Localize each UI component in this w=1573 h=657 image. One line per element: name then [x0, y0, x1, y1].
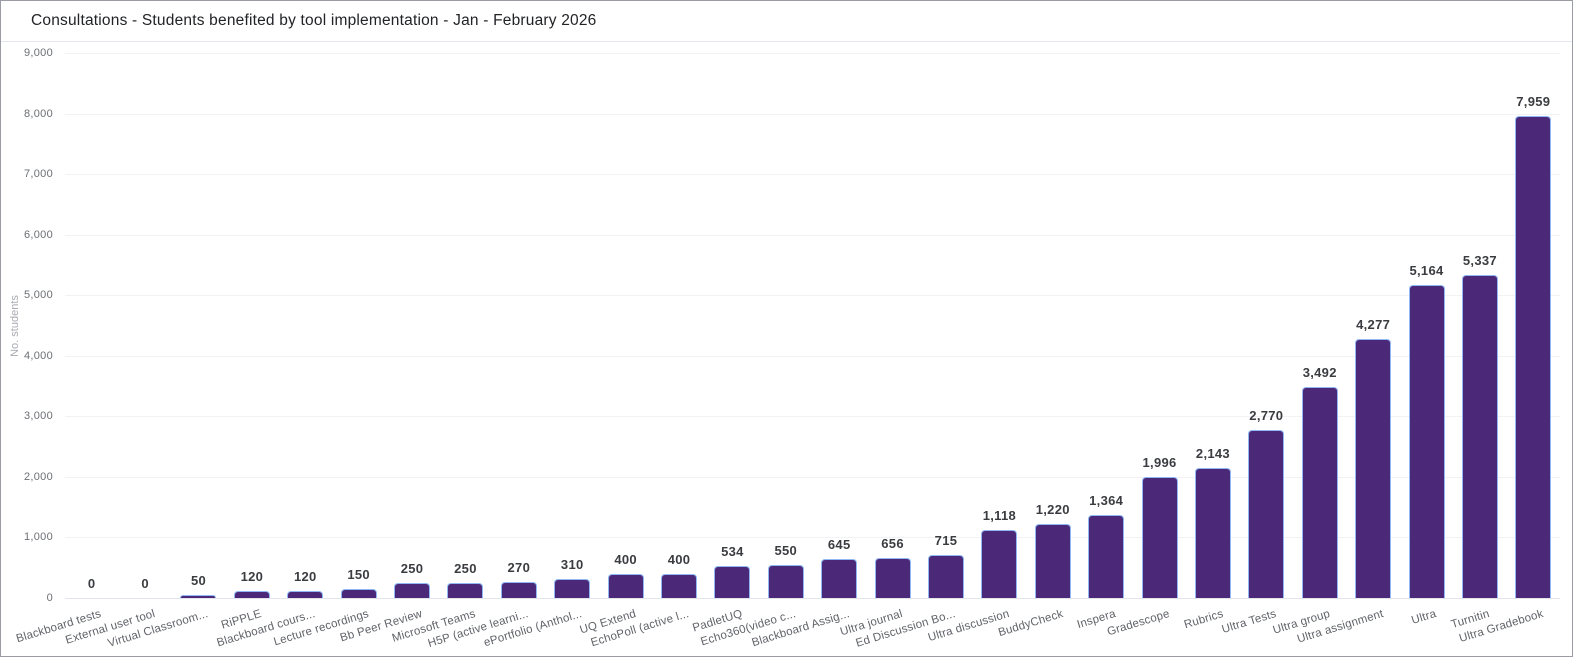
gridline [65, 598, 1560, 599]
value-label-rubrics: 2,143 [1195, 446, 1230, 461]
gridline [65, 537, 1560, 539]
bar-gradescope[interactable] [1141, 477, 1178, 598]
bar-blackboard-cours[interactable] [287, 591, 324, 598]
value-label-ultra: 5,164 [1409, 263, 1444, 278]
bar-lecture-recordings[interactable] [340, 589, 377, 598]
bar-ultra-tests[interactable] [1248, 430, 1285, 598]
value-label-ultra-assignment: 4,277 [1356, 317, 1391, 332]
value-label-microsoft-teams: 250 [454, 561, 477, 576]
bar-eportfolio-anthol[interactable] [554, 579, 591, 598]
y-tick-label: 8,000 [23, 107, 53, 120]
value-label-uq-extend: 400 [614, 552, 637, 567]
bar-microsoft-teams[interactable] [447, 583, 484, 598]
y-tick-label: 7,000 [23, 168, 53, 181]
value-label-lecture-recordings: 150 [347, 567, 370, 582]
bar-ultra-gradebook[interactable] [1515, 116, 1552, 598]
gridline [65, 476, 1560, 478]
value-label-ultra-group: 3,492 [1302, 365, 1337, 380]
y-tick-label: 3,000 [23, 410, 53, 423]
bar-ultra-journal[interactable] [874, 558, 911, 598]
value-label-ultra-tests: 2,770 [1249, 408, 1284, 423]
chart-title: Consultations - Students benefited by to… [1, 1, 1572, 42]
bar-blackboard-assig[interactable] [821, 559, 858, 598]
bar-ripple[interactable] [233, 591, 270, 598]
y-tick-label: 1,000 [23, 531, 53, 544]
gridline [65, 295, 1560, 297]
bar-uq-extend[interactable] [607, 574, 644, 598]
value-label-ultra-discussion: 1,118 [982, 508, 1017, 523]
bar-turnitin[interactable] [1461, 275, 1498, 598]
value-label-echo360-video-c: 550 [774, 543, 798, 558]
bar-inspera[interactable] [1088, 515, 1125, 598]
value-label-bb-peer-review: 250 [400, 561, 424, 576]
value-label-eportfolio-anthol: 310 [560, 557, 584, 572]
value-label-ultra-journal: 656 [881, 536, 904, 551]
bar-buddycheck[interactable] [1034, 524, 1071, 598]
value-label-gradescope: 1,996 [1142, 455, 1177, 470]
y-tick-label: 5,000 [23, 289, 53, 302]
value-label-external-user-tool: 0 [141, 576, 149, 591]
gridline [65, 416, 1560, 418]
gridline [65, 355, 1560, 357]
bar-echopoll-active-l[interactable] [661, 574, 698, 598]
bar-ultra[interactable] [1408, 285, 1445, 598]
value-label-ed-discussion-bo: 715 [934, 533, 958, 548]
value-label-ripple: 120 [240, 569, 264, 584]
y-tick-label: 2,000 [23, 470, 53, 483]
value-label-virtual-classroom: 50 [190, 573, 206, 588]
y-tick-label: 6,000 [23, 228, 53, 241]
bar-h5p-active-learni[interactable] [500, 582, 537, 598]
bar-padletuq[interactable] [714, 566, 751, 598]
value-label-echopoll-active-l: 400 [667, 552, 691, 567]
value-label-blackboard-assig: 645 [827, 537, 851, 552]
value-label-ultra-gradebook: 7,959 [1516, 94, 1551, 109]
x-tick-label: Ultra [1410, 608, 1439, 627]
gridline [65, 174, 1560, 176]
gridline [65, 53, 1560, 54]
bar-ultra-discussion[interactable] [981, 530, 1018, 598]
bar-ultra-group[interactable] [1301, 387, 1338, 598]
value-label-blackboard-tests: 0 [87, 576, 96, 591]
x-tick-label: Rubrics [1182, 608, 1225, 632]
value-label-buddycheck: 1,220 [1035, 502, 1070, 517]
x-tick-label: Ultra Tests [1220, 608, 1278, 636]
value-label-inspera: 1,364 [1089, 493, 1124, 508]
bar-rubrics[interactable] [1194, 468, 1231, 598]
bar-bb-peer-review[interactable] [394, 583, 431, 598]
bar-chart: No. students 0 1,000 2,000 3,000 4,000 5,000 6… [1, 42, 1572, 656]
y-tick-label: 4,000 [23, 349, 53, 362]
bar-ultra-assignment[interactable] [1355, 339, 1392, 598]
plot-area: 0 1,000 2,000 3,000 4,000 5,000 6,000 7,000 8,00… [15, 47, 1560, 650]
gridline [65, 234, 1560, 236]
value-label-padletuq: 534 [721, 544, 744, 559]
bar-ed-discussion-bo[interactable] [927, 555, 964, 598]
bar-echo360-video-c[interactable] [767, 565, 804, 598]
bar-virtual-classroom[interactable] [180, 595, 217, 598]
value-label-h5p-active-learni: 270 [507, 560, 531, 575]
y-tick-label: 0 [46, 592, 53, 604]
y-tick-label: 9,000 [23, 47, 53, 59]
value-label-turnitin: 5,337 [1462, 253, 1497, 268]
gridline [65, 113, 1560, 115]
y-axis-title: No. students [9, 295, 21, 357]
value-label-blackboard-cours: 120 [293, 569, 317, 584]
